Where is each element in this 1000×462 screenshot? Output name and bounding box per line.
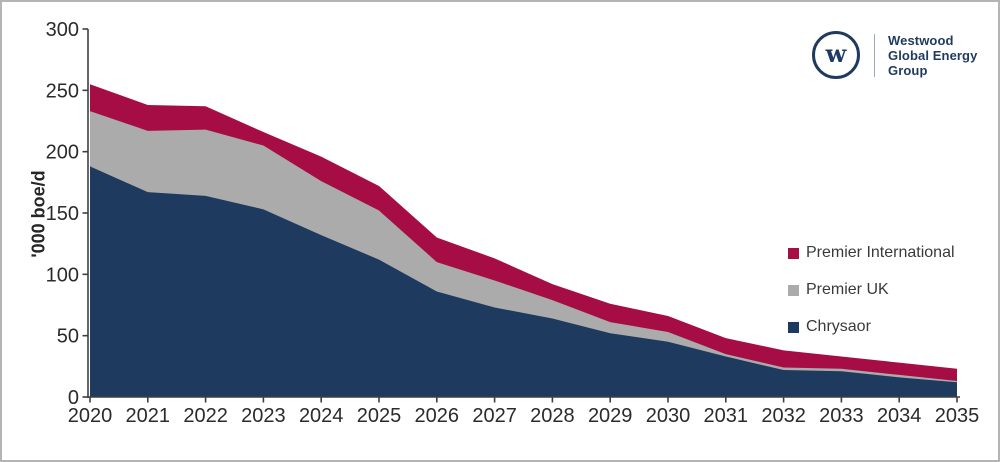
x-tick-label: 2028 [530,405,575,427]
x-tick-label: 2020 [68,405,113,427]
legend-swatch-chrysaor [788,321,799,333]
x-tick-label: 2033 [819,405,864,427]
logo-text-line: Group [888,62,928,78]
x-tick-label: 2027 [472,405,517,427]
legend-swatch-premier-uk [788,284,799,296]
area-chrysaor [90,166,957,397]
y-tick-label: 100 [46,264,79,286]
x-tick-label: 2023 [241,405,286,427]
y-tick-label: 200 [46,142,79,164]
logo-text-line: Global Energy [888,47,978,63]
x-tick-label: 2034 [877,405,922,427]
logo-text-line: Westwood [888,32,954,48]
y-tick-label: 0 [68,387,79,409]
x-tick-label: 2035 [935,405,980,427]
logo-w-glyph: w [825,39,847,68]
y-tick-label: 300 [46,19,79,41]
x-tick-label: 2029 [588,405,633,427]
x-tick-label: 2032 [761,405,806,427]
logo-wordmark: Westwood Global Energy Group [888,33,977,78]
y-tick-label: 150 [46,203,79,225]
legend-label: Chrysaor [806,318,871,335]
westwood-logo: w Westwood Global Energy Group [812,31,977,79]
legend-label: Premier International [806,244,955,261]
legend: Premier International Premier UK Chrysao… [788,242,955,338]
legend-swatch-premier-international [788,247,799,259]
y-axis-title: '000 boe/d [28,170,49,258]
x-tick-label: 2022 [183,405,228,427]
x-tick-label: 2026 [415,405,460,427]
legend-item-chrysaor: Chrysaor [788,316,955,338]
legend-item-premier-international: Premier International [788,242,955,264]
x-tick-label: 2030 [646,405,691,427]
y-tick-label: 250 [46,80,79,102]
y-tick-label: 50 [57,326,79,348]
x-tick-label: 2021 [126,405,171,427]
logo-divider [874,33,875,77]
legend-item-premier-uk: Premier UK [788,279,955,301]
legend-label: Premier UK [806,281,889,298]
x-tick-label: 2024 [299,405,344,427]
westwood-monogram-icon: w [812,31,860,79]
x-tick-label: 2031 [704,405,749,427]
x-tick-label: 2025 [357,405,402,427]
